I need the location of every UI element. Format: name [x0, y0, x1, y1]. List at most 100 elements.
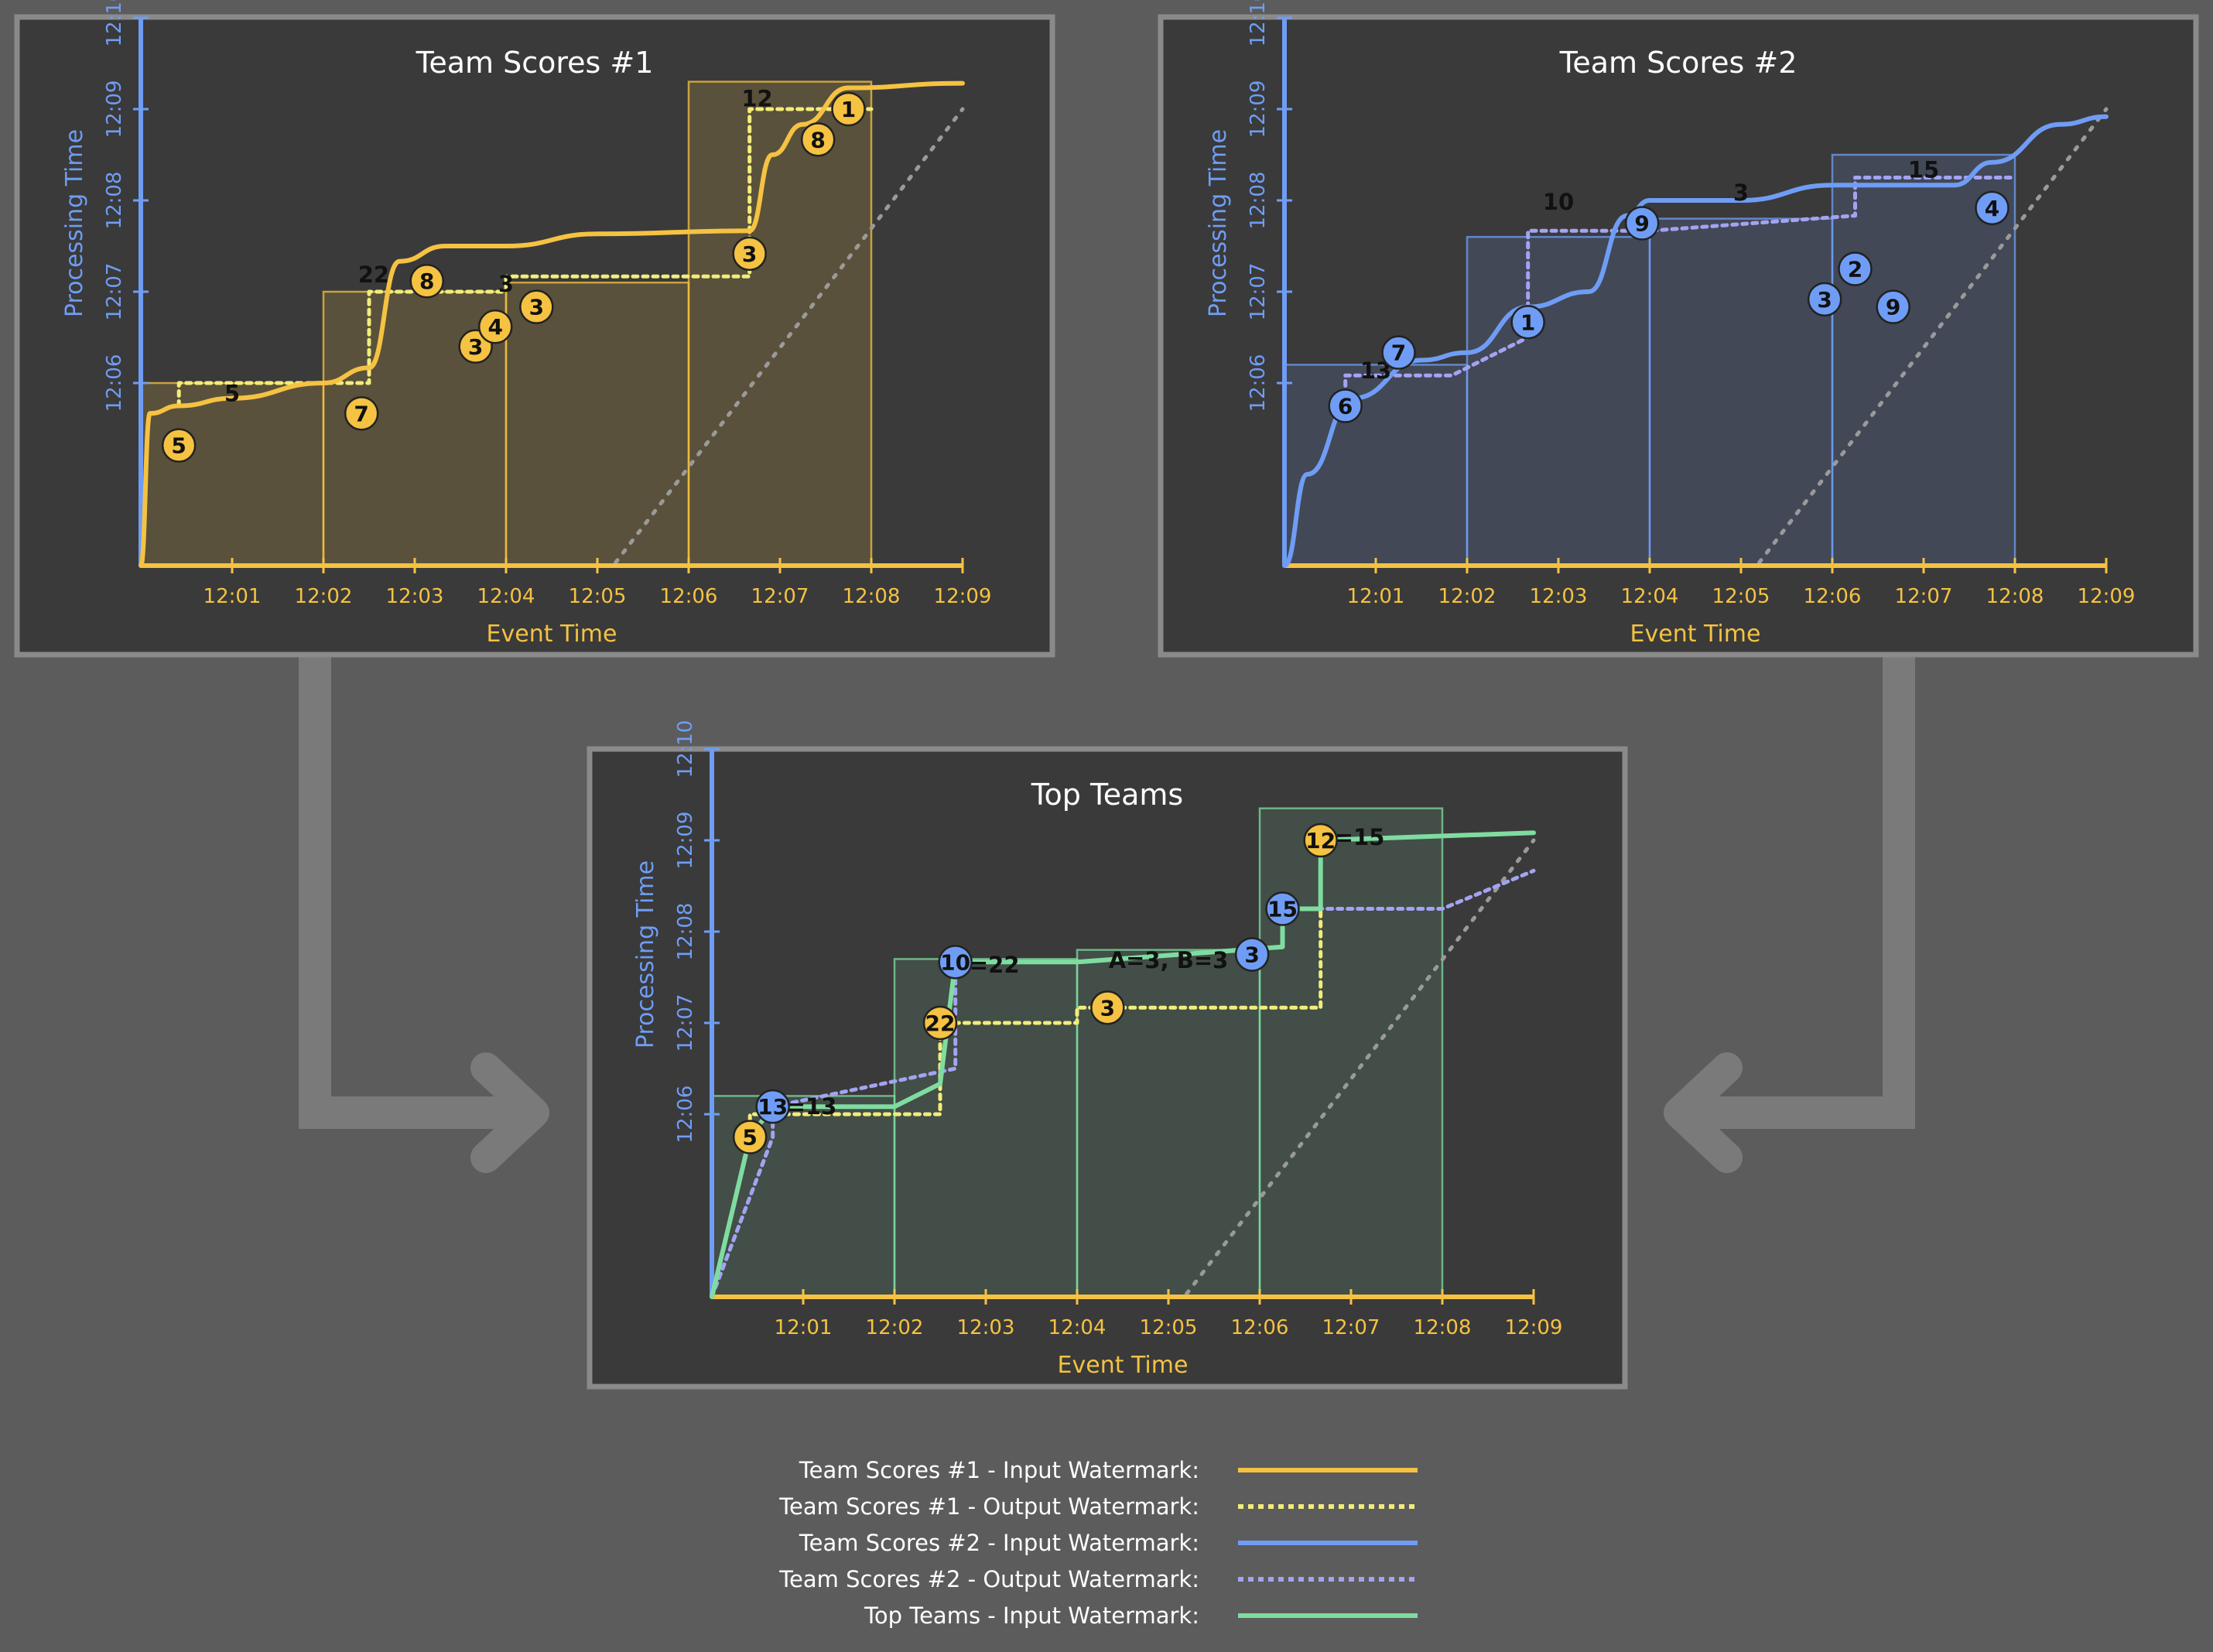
event-circle [1234, 937, 1270, 972]
event-circle [1328, 388, 1363, 423]
y-tick-label: 12:08 [1247, 172, 1270, 230]
window-pane [505, 281, 690, 567]
event-value-label: 6 [1338, 394, 1353, 419]
x-tick-label: 12:09 [1505, 1316, 1563, 1339]
panel-title: Top Teams [1031, 778, 1183, 812]
x-tick-label: 12:04 [477, 585, 535, 608]
event-value-label: 5 [171, 433, 186, 459]
x-tick-label: 12:05 [1712, 585, 1770, 608]
x-tick-label: 12:01 [775, 1316, 833, 1339]
event-marker: 6 [1328, 388, 1363, 423]
event-circle [161, 428, 197, 463]
x-tick-label: 12:09 [2078, 585, 2136, 608]
event-value-label: 1 [841, 97, 856, 122]
y-tick-label: 12:10 [103, 0, 126, 46]
connector-from-panel-1 [299, 655, 511, 1129]
event-marker: 5 [161, 428, 197, 463]
event-value-label: 9 [1634, 211, 1649, 237]
event-marker: 3 [732, 236, 767, 272]
x-tick-label: 12:04 [1621, 585, 1679, 608]
event-marker: 3 [519, 289, 554, 324]
window-pane [893, 958, 1079, 1298]
event-value-label: 13 [758, 1094, 788, 1120]
x-axis-label: Event Time [1630, 621, 1761, 648]
x-tick-label: 12:03 [386, 585, 444, 608]
connector-arrowhead-right [1664, 1052, 1743, 1173]
y-tick-label: 12:07 [1247, 263, 1270, 321]
event-circle [1975, 190, 2009, 226]
x-axis-label: Event Time [1058, 1352, 1189, 1379]
event-circle [732, 1120, 768, 1154]
event-value-label: 1 [1520, 310, 1535, 335]
output-watermark-line [176, 107, 874, 408]
event-marker: 8 [800, 122, 836, 157]
window-pane [1258, 807, 1444, 1298]
event-marker: 8 [409, 263, 444, 299]
event-circle [732, 236, 767, 272]
event-value-label: 4 [1985, 196, 1999, 221]
event-marker: 4 [1975, 190, 2009, 226]
panel-frame [1158, 14, 2199, 658]
event-circle [831, 91, 866, 127]
event-value-label: 3 [529, 295, 544, 320]
event-marker: 3 [1807, 282, 1842, 317]
ideal-watermark-line [614, 107, 965, 565]
event-marker: 2 [1838, 251, 1873, 286]
pipeline-connectors [299, 655, 1915, 1173]
event-marker: 7 [344, 396, 379, 431]
y-tick-label: 12:09 [674, 812, 697, 870]
event-value-label: 4 [487, 314, 502, 340]
y-tick-label: 12:08 [103, 172, 126, 230]
ideal-watermark-line [1757, 107, 2109, 565]
y-tick-label: 12:08 [674, 903, 697, 961]
window-pane [1466, 235, 1651, 567]
x-tick-label: 12:02 [866, 1316, 924, 1339]
event-value-label: 3 [1244, 942, 1259, 968]
input-watermark-line [139, 80, 965, 568]
event-circle [1265, 891, 1300, 926]
window-result-label: 3 [498, 271, 514, 297]
event-circle [800, 122, 836, 157]
event-circle [1090, 990, 1125, 1025]
event-circle [409, 263, 444, 299]
y-tick-label: 12:06 [103, 354, 126, 412]
x-tick-label: 12:09 [934, 585, 992, 608]
panel-frame [587, 746, 1628, 1390]
event-value-label: 5 [742, 1125, 757, 1151]
y-tick-label: 12:06 [1247, 354, 1270, 412]
legend-label: Top Teams - Input Watermark: [864, 1602, 1199, 1629]
y-axis-label: Processing Time [632, 860, 659, 1048]
panel-top-teams: Top Teams 12:01 12:02 12:03 12:04 12:05 12:06 1… [587, 720, 1628, 1390]
event-marker: 1 [1510, 305, 1545, 340]
event-value-label: 7 [1391, 340, 1406, 366]
event-circle [344, 396, 379, 431]
x-tick-label: 12:03 [957, 1316, 1015, 1339]
connector-arrowhead-left [470, 1052, 549, 1173]
event-marker: 15 [1265, 891, 1300, 926]
x-tick-label: 12:01 [1347, 585, 1405, 608]
y-axis-label: Processing Time [1205, 129, 1232, 317]
event-marker: 3 [1090, 990, 1125, 1025]
event-value-label: 15 [1267, 897, 1298, 922]
x-tick-label: 12:06 [660, 585, 718, 608]
event-circle [1876, 289, 1910, 324]
panel-title: Team Scores #2 [1559, 46, 1797, 80]
event-circle [1510, 305, 1545, 340]
event-circle [1381, 335, 1416, 370]
event-marker: 1 [831, 91, 866, 127]
x-tick-label: 12:07 [1895, 585, 1953, 608]
y-tick-label: 12:10 [674, 720, 697, 778]
x-tick-label: 12:08 [1414, 1316, 1472, 1339]
event-value-label: 9 [1886, 295, 1900, 320]
event-value-label: 8 [419, 268, 434, 294]
event-value-label: 2 [1848, 257, 1862, 282]
window-result-label: 10 [1543, 189, 1574, 215]
window-pane [1283, 364, 1469, 567]
x-tick-label: 12:03 [1530, 585, 1588, 608]
window-pane [687, 80, 873, 567]
event-circle [755, 1089, 790, 1124]
legend: Team Scores #1 - Input Watermark: Team Sc… [778, 1457, 1418, 1629]
x-tick-label: 12:05 [569, 585, 627, 608]
x-tick-label: 12:01 [204, 585, 262, 608]
